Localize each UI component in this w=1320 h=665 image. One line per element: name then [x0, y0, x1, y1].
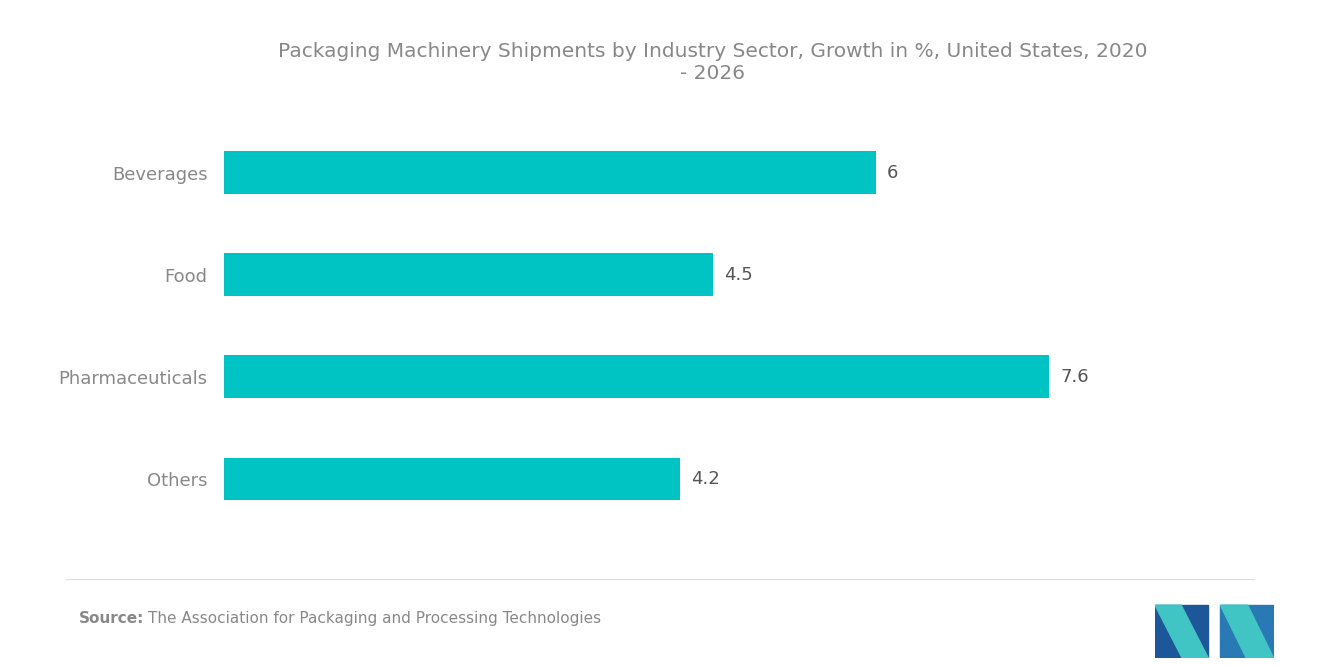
Text: 4.2: 4.2	[692, 470, 719, 488]
Polygon shape	[1155, 605, 1209, 658]
Polygon shape	[1220, 605, 1274, 658]
Text: 6: 6	[887, 164, 898, 182]
Text: 7.6: 7.6	[1060, 368, 1089, 386]
Bar	[224, 152, 875, 194]
Polygon shape	[1155, 605, 1209, 658]
Title: Packaging Machinery Shipments by Industry Sector, Growth in %, United States, 20: Packaging Machinery Shipments by Industr…	[279, 42, 1147, 82]
Polygon shape	[1220, 605, 1274, 658]
Text: The Association for Packaging and Processing Technologies: The Association for Packaging and Proces…	[148, 611, 601, 626]
Text: Source:: Source:	[79, 611, 145, 626]
Text: 4.5: 4.5	[723, 266, 752, 284]
Bar	[224, 458, 680, 500]
Bar	[224, 356, 1049, 398]
Bar	[224, 253, 713, 296]
